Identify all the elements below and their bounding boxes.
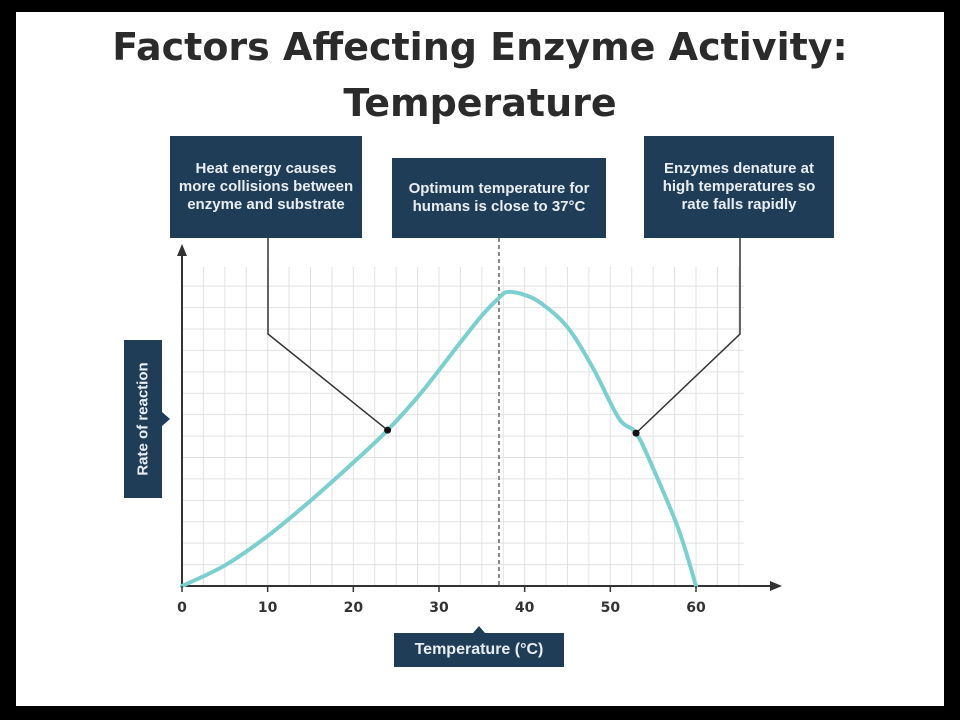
x-tick-label: 20: [344, 600, 364, 616]
leader-line-left: [267, 238, 389, 431]
x-axis-label: Temperature (°C): [394, 633, 564, 667]
x-tick-label: 30: [429, 600, 449, 616]
x-tick-label: 50: [601, 600, 621, 616]
y-axis-label-box: Rate of reaction: [124, 340, 162, 498]
x-label-pointer: [473, 626, 485, 633]
x-tick-label: 40: [515, 600, 535, 616]
title-line-1: Factors Affecting Enzyme Activity:: [112, 25, 848, 69]
y-label-pointer: [162, 412, 170, 426]
callout-denature: Enzymes denature at high temperatures so…: [644, 136, 834, 238]
title-line-2: Temperature: [343, 81, 617, 125]
annotation-point-right: [632, 429, 640, 437]
callout-leaders: [267, 238, 741, 434]
x-tick-labels: 0 10 20 30 40 50 60: [177, 586, 706, 616]
leader-line-right: [635, 238, 741, 434]
rate-curve: [180, 289, 698, 588]
chart-axes: [162, 238, 782, 633]
chart: 0 10 20 30 40 50 60: [162, 238, 782, 633]
slide: Factors Affecting Enzyme Activity: Tempe…: [16, 12, 944, 706]
x-axis-arrow: [770, 581, 782, 591]
y-axis-arrow: [177, 244, 187, 256]
y-axis-label: Rate of reaction: [134, 362, 152, 476]
x-tick-label: 0: [177, 600, 187, 616]
chart-grid: [181, 267, 744, 587]
callout-collisions: Heat energy causes more collisions betwe…: [170, 136, 362, 238]
x-tick-label: 60: [686, 600, 706, 616]
annotation-point-left: [384, 426, 392, 434]
callout-optimum: Optimum temperature for humans is close …: [392, 158, 606, 238]
x-tick-label: 10: [258, 600, 278, 616]
